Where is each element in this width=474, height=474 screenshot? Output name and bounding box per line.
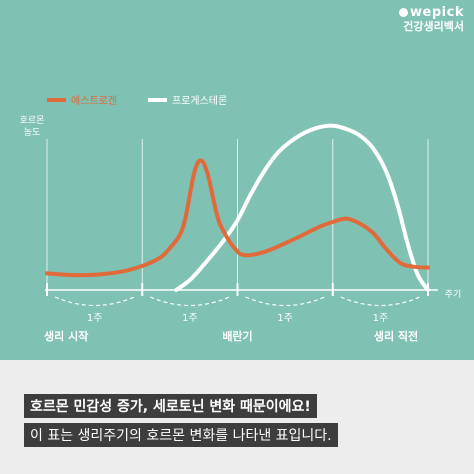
phase-label: 생리 직전	[374, 329, 418, 343]
week-bracket	[150, 296, 230, 307]
week-label: 1주	[87, 313, 103, 324]
caption-description: 이 표는 생리주기의 호르몬 변화를 나타낸 표입니다.	[24, 423, 338, 447]
legend-label-0: 에스트로겐	[71, 95, 117, 107]
week-label: 1주	[373, 313, 389, 324]
brand-logo-text: wepick	[410, 5, 464, 20]
phase-label: 배란기	[222, 329, 252, 343]
brand: wepick 건강생리백서	[399, 5, 464, 34]
week-bracket	[54, 296, 135, 307]
estrogen-line	[45, 158, 430, 278]
y-axis-label-line2: 농도	[24, 127, 41, 138]
header-band: wepick 건강생리백서	[0, 0, 474, 67]
brand-subtitle: 건강생리백서	[403, 19, 464, 33]
phase-label: 생리 시작	[44, 329, 88, 343]
caption-headline: 호르몬 민감성 증가, 세로토닌 변화 때문이에요!	[24, 394, 317, 418]
week-bracket	[245, 296, 325, 307]
week-label: 1주	[182, 313, 198, 324]
speech-bubble-icon	[399, 8, 409, 17]
progesterone-line	[174, 123, 430, 292]
week-label: 1주	[277, 313, 293, 324]
x-axis-label: 주기	[445, 289, 462, 300]
week-bracket	[340, 296, 421, 307]
legend-label-1: 프로게스테론	[172, 95, 227, 107]
brand-logo: wepick	[399, 5, 464, 21]
caption-box: 호르몬 민감성 증가, 세로토닌 변화 때문이에요! 이 표는 생리주기의 호르…	[0, 360, 474, 474]
y-axis-label-line1: 호르몬	[20, 115, 45, 126]
